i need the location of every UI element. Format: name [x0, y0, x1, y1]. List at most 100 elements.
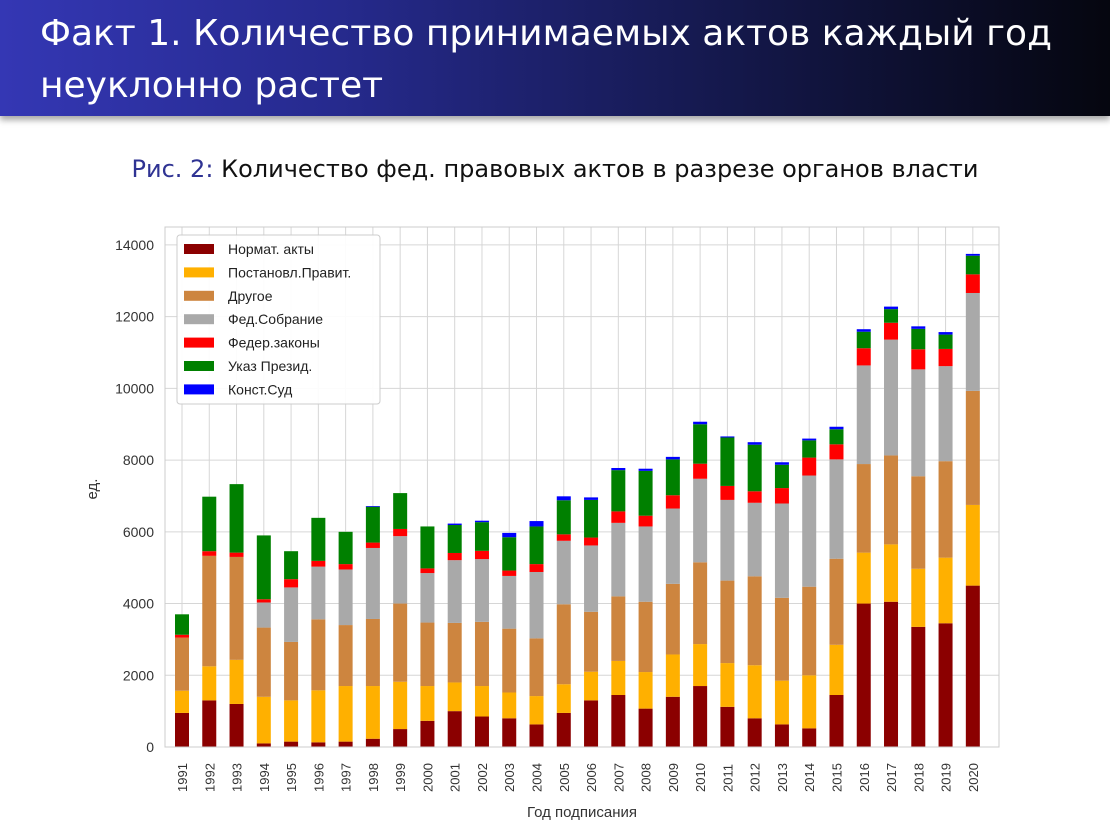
- bar-segment: [611, 467, 626, 471]
- bar-segment: [965, 585, 980, 747]
- x-tick-label: 2020: [966, 763, 981, 792]
- bar-segment: [884, 309, 899, 323]
- bar-segment: [884, 601, 899, 747]
- bar-segment: [693, 424, 708, 464]
- bar-segment: [556, 604, 571, 685]
- bar-segment: [693, 463, 708, 479]
- bar-segment: [665, 508, 680, 584]
- bar-segment: [720, 580, 735, 664]
- bar-segment: [884, 339, 899, 456]
- slide-header: Факт 1. Количество принимаемых актов каж…: [0, 0, 1110, 116]
- bar-segment: [256, 743, 271, 747]
- bar-segment: [420, 720, 435, 747]
- bar-segment: [856, 331, 871, 349]
- bar-segment: [284, 700, 299, 742]
- bar-segment: [802, 457, 817, 476]
- x-tick-label: 2018: [911, 763, 926, 792]
- bar-segment: [856, 329, 871, 332]
- bar-segment: [556, 684, 571, 713]
- bar-segment: [774, 680, 789, 725]
- bar-segment: [747, 665, 762, 719]
- bar-segment: [256, 696, 271, 744]
- bar-segment: [502, 718, 517, 747]
- bar-segment: [311, 517, 326, 561]
- legend-swatch: [184, 244, 214, 254]
- bar-segment: [774, 597, 789, 681]
- bar-segment: [556, 500, 571, 535]
- bar-segment: [829, 429, 844, 445]
- bar-segment: [584, 545, 599, 612]
- bar-segment: [502, 575, 517, 629]
- bar-segment: [420, 686, 435, 721]
- bar-segment: [474, 520, 489, 523]
- bar-segment: [774, 488, 789, 504]
- x-tick-label: 2002: [475, 763, 490, 792]
- bar-segment: [474, 550, 489, 560]
- legend-entry: Конст.Суд: [228, 381, 292, 397]
- bar-segment: [175, 637, 189, 691]
- bar-segment: [638, 672, 653, 709]
- bar-segment: [774, 462, 789, 465]
- x-tick-label: 1996: [311, 763, 326, 792]
- bar-segment: [502, 570, 517, 576]
- bar-segment: [693, 478, 708, 563]
- x-tick-label: 1998: [366, 763, 381, 792]
- y-tick-label: 6000: [123, 524, 154, 540]
- x-tick-labels: 1991 1992 1993 1994 1995 1996 1997 1998 1999 2000…: [175, 763, 981, 792]
- y-tick-label: 10000: [115, 380, 154, 396]
- legend-frame: [176, 234, 381, 405]
- bar-segment: [447, 560, 462, 623]
- bar-segment: [256, 602, 271, 628]
- legend-entry: Федер.законы: [228, 335, 320, 351]
- bar-segment: [284, 641, 299, 701]
- bar-segment: [175, 614, 189, 635]
- x-tick-label: 2015: [829, 763, 844, 792]
- bar-segment: [611, 522, 626, 597]
- bar-segment: [938, 557, 953, 624]
- bar-segment: [638, 526, 653, 602]
- x-tick-label: 2009: [666, 763, 681, 792]
- bar-segment: [338, 564, 353, 570]
- bar-segment: [638, 708, 653, 747]
- legend-swatch: [184, 314, 214, 325]
- bar-segment: [474, 716, 489, 747]
- bar-segment: [638, 470, 653, 516]
- bar-segment: [365, 506, 380, 543]
- bar-segment: [938, 334, 953, 349]
- bar-segment: [202, 700, 217, 747]
- bar-segment: [311, 566, 326, 620]
- x-tick-label: 2016: [857, 763, 872, 792]
- legend-entry: Постановл.Правит.: [228, 264, 351, 280]
- bar-segment: [529, 564, 544, 572]
- bar-segment: [447, 622, 462, 683]
- bar-segment: [584, 499, 599, 538]
- bar-segment: [311, 690, 326, 743]
- bar-segment: [447, 682, 462, 712]
- bar-segment: [311, 619, 326, 691]
- bar-segment: [393, 729, 408, 747]
- bar-segment: [829, 558, 844, 645]
- bar-segment: [229, 659, 244, 704]
- bar-segment: [584, 700, 599, 747]
- bar-segment: [911, 328, 926, 350]
- figure-caption-text: Количество фед. правовых актов в разрезе…: [221, 155, 979, 183]
- x-tick-label: 2004: [530, 763, 545, 792]
- bar-segment: [911, 326, 926, 329]
- plot-frame: [164, 226, 1000, 748]
- bar-segment: [284, 741, 299, 747]
- bar-segment: [447, 523, 462, 526]
- bar-segment: [256, 627, 271, 697]
- bar-segment: [338, 531, 353, 565]
- bar-segment: [311, 560, 326, 567]
- bar-segment: [829, 644, 844, 695]
- bar-segment: [856, 464, 871, 553]
- bar-segment: [829, 459, 844, 559]
- bar-segment: [502, 692, 517, 719]
- bar-segment: [856, 365, 871, 465]
- bar-segment: [911, 476, 926, 569]
- bar-segment: [584, 671, 599, 701]
- bar-segment: [747, 502, 762, 577]
- bar-segment: [365, 738, 380, 747]
- bar-segment: [202, 496, 217, 552]
- bar-segment: [338, 569, 353, 626]
